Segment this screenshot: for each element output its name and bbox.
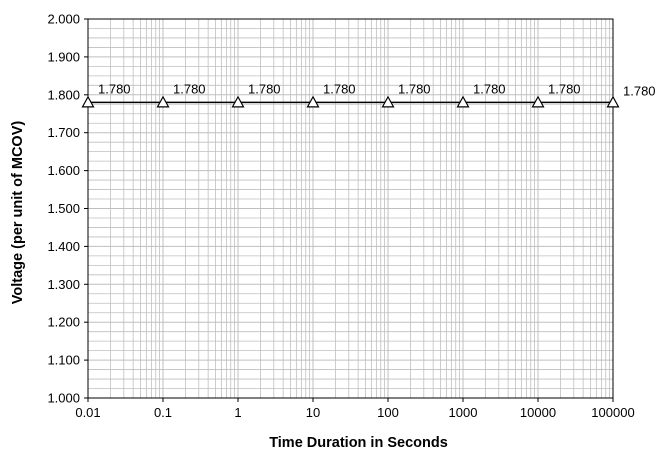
y-tick-label: 1.400 — [47, 239, 80, 254]
data-point-marker — [156, 95, 170, 108]
x-tick-label: 1000 — [449, 405, 478, 420]
y-axis-title: Voltage (per unit of MCOV) — [10, 121, 26, 305]
data-point-marker — [231, 95, 245, 108]
x-tick-label: 0.1 — [154, 405, 172, 420]
x-tick-label: 10 — [306, 405, 320, 420]
y-tick-label: 2.000 — [47, 12, 80, 27]
data-label: 1.780 — [623, 83, 656, 98]
series: 1.780 1.780 1.780 1.780 1.780 1.780 1.780 1.780 — [81, 81, 656, 108]
x-tick-label: 10000 — [520, 405, 556, 420]
data-point-marker — [531, 95, 545, 108]
x-tick-label: 100000 — [591, 405, 634, 420]
data-label: 1.780 — [98, 81, 131, 96]
y-tick-label: 1.900 — [47, 49, 80, 64]
data-label: 1.780 — [173, 81, 206, 96]
data-label: 1.780 — [398, 81, 431, 96]
data-label: 1.780 — [548, 81, 581, 96]
x-tick-label: 1 — [234, 405, 241, 420]
y-tick-label: 1.600 — [47, 163, 80, 178]
data-point-marker — [456, 95, 470, 108]
y-tick-label: 1.000 — [47, 391, 80, 406]
x-axis-ticks: 0.01 0.1 1 10 100 1000 10000 100000 — [75, 398, 635, 420]
data-label: 1.780 — [248, 81, 281, 96]
y-axis-ticks: 1.000 1.100 1.200 1.300 1.400 1.500 1.600 1.700… — [47, 12, 88, 406]
grid — [87, 19, 613, 398]
data-point-marker — [81, 95, 95, 108]
y-tick-label: 1.300 — [47, 277, 80, 292]
x-axis-title: Time Duration in Seconds — [269, 435, 448, 451]
y-tick-label: 1.100 — [47, 353, 80, 368]
data-label: 1.780 — [323, 81, 356, 96]
data-point-marker — [381, 95, 395, 108]
data-point-marker — [306, 95, 320, 108]
data-label: 1.780 — [473, 81, 506, 96]
y-tick-label: 1.200 — [47, 315, 80, 330]
y-tick-label: 1.700 — [47, 125, 80, 140]
y-tick-label: 1.800 — [47, 87, 80, 102]
x-tick-label: 0.01 — [75, 405, 100, 420]
data-point-marker — [606, 95, 620, 108]
x-tick-label: 100 — [377, 405, 399, 420]
y-tick-label: 1.500 — [47, 201, 80, 216]
